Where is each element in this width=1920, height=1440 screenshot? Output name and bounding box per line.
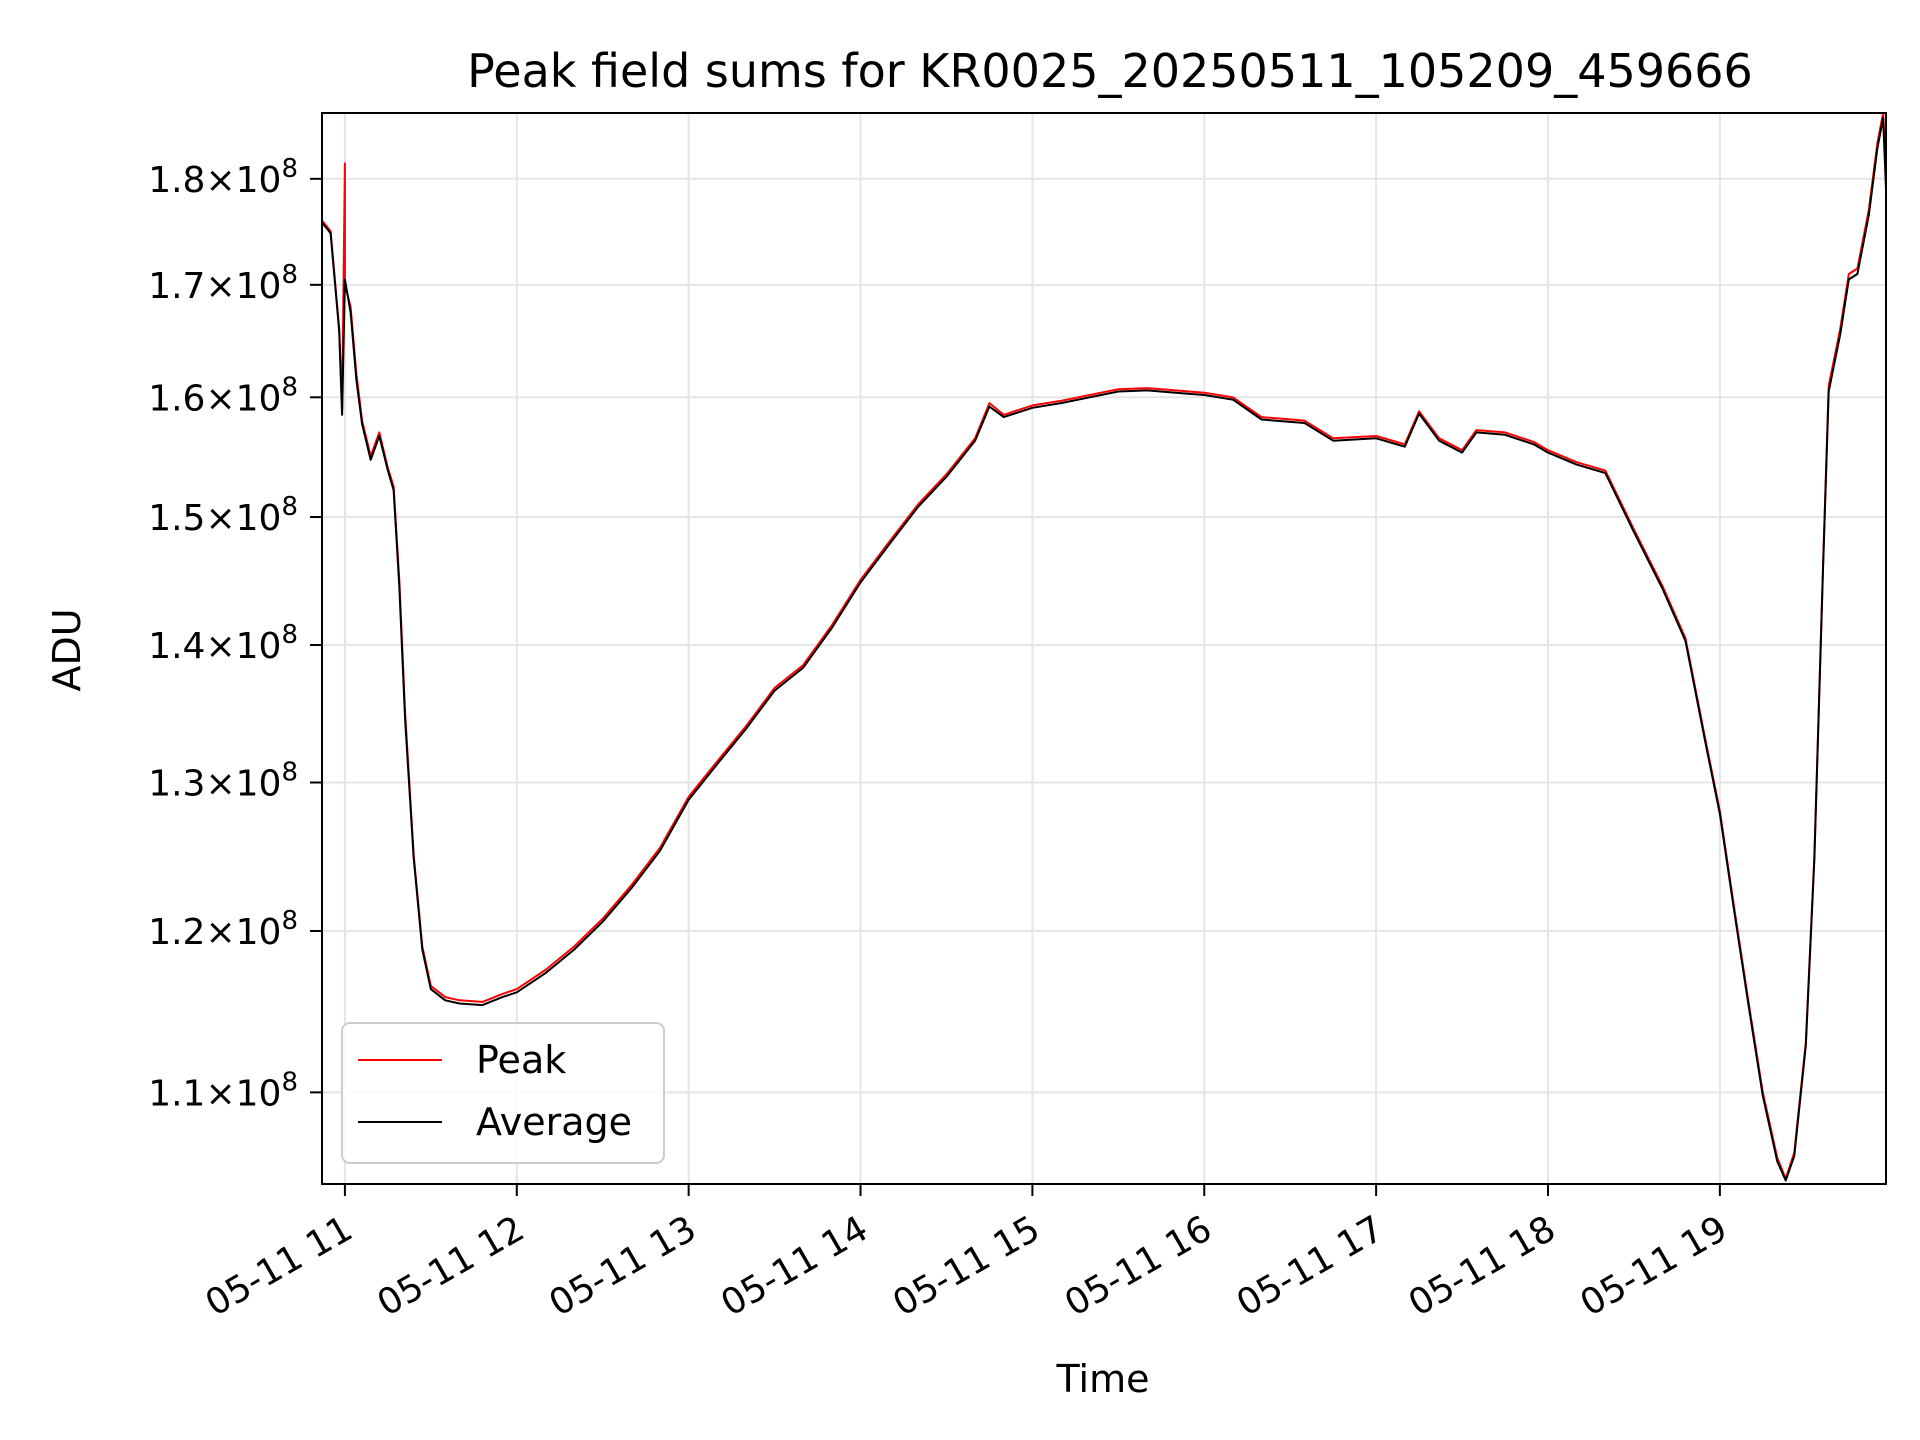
legend-box (341, 1022, 665, 1164)
y-tick-label: 1.3×108 (148, 757, 298, 804)
y-tick-mantissa: 1.4 (148, 626, 205, 667)
chart-title: Peak field sums for KR0025_20250511_1052… (467, 44, 1753, 98)
series-line-average (322, 117, 1886, 1182)
y-tick-exponent: 8 (281, 492, 298, 522)
legend-label-average: Average (476, 1100, 632, 1144)
series-group (322, 113, 1886, 1182)
y-tick-exponent: 8 (281, 372, 298, 402)
y-tick-mantissa: 1.6 (148, 378, 205, 419)
grid (322, 113, 1886, 1184)
y-tick-label: 1.7×108 (148, 260, 298, 307)
y-tick-label: 1.5×108 (148, 492, 298, 539)
x-axis-title: Time (1056, 1357, 1150, 1401)
y-tick-exponent: 8 (281, 260, 298, 290)
legend-label-peak: Peak (476, 1038, 566, 1082)
y-tick-mantissa: 1.2 (148, 912, 205, 953)
y-tick-mantissa: 1.7 (148, 266, 205, 307)
y-tick-mantissa: 1.3 (148, 763, 205, 804)
legend: Peak Average (341, 1022, 665, 1164)
y-tick-mantissa: 1.5 (148, 498, 205, 539)
y-tick-exponent: 8 (281, 620, 298, 650)
y-tick-mantissa: 1.8 (148, 160, 205, 201)
y-tick-exponent: 8 (281, 906, 298, 936)
y-tick-mantissa: 1.1 (148, 1073, 205, 1114)
y-tick-exponent: 8 (281, 1067, 298, 1097)
y-tick-label: 1.8×108 (148, 154, 298, 201)
y-tick-exponent: 8 (281, 757, 298, 787)
y-axis: 1.1×108 1.2×108 1.3×108 1.4×108 1.5×108 1.6×1… (148, 154, 322, 1114)
plot-frame (321, 112, 1887, 1185)
y-tick-exponent: 8 (281, 154, 298, 184)
y-tick-label: 1.4×108 (148, 620, 298, 667)
y-tick-label: 1.1×108 (148, 1067, 298, 1114)
y-tick-label: 1.6×108 (148, 372, 298, 419)
y-tick-label: 1.2×108 (148, 906, 298, 953)
y-axis-title: ADU (45, 608, 89, 691)
